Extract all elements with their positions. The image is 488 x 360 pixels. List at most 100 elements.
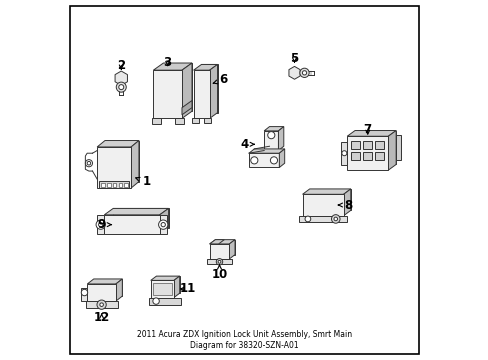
Polygon shape bbox=[248, 153, 279, 167]
Polygon shape bbox=[193, 70, 209, 118]
Polygon shape bbox=[85, 301, 118, 308]
Polygon shape bbox=[302, 189, 350, 194]
Circle shape bbox=[218, 260, 221, 263]
Polygon shape bbox=[152, 283, 172, 296]
Polygon shape bbox=[346, 131, 395, 136]
Polygon shape bbox=[87, 284, 116, 301]
Text: 8: 8 bbox=[338, 198, 351, 212]
Polygon shape bbox=[387, 131, 395, 170]
Polygon shape bbox=[97, 147, 131, 188]
Polygon shape bbox=[302, 194, 343, 216]
Polygon shape bbox=[288, 66, 300, 79]
Polygon shape bbox=[278, 127, 283, 150]
Text: 4: 4 bbox=[240, 138, 254, 151]
Polygon shape bbox=[346, 136, 387, 170]
Polygon shape bbox=[163, 63, 192, 111]
Text: 9: 9 bbox=[97, 218, 111, 231]
Polygon shape bbox=[209, 244, 229, 259]
Polygon shape bbox=[248, 149, 284, 153]
Polygon shape bbox=[351, 153, 359, 160]
Text: 2011 Acura ZDX Ignition Lock Unit Assembly, Smrt Main
Diagram for 38320-SZN-A01: 2011 Acura ZDX Ignition Lock Unit Assemb… bbox=[137, 330, 351, 350]
Polygon shape bbox=[118, 183, 122, 187]
Circle shape bbox=[216, 258, 222, 265]
Polygon shape bbox=[113, 183, 116, 187]
Circle shape bbox=[333, 217, 337, 221]
Polygon shape bbox=[343, 189, 350, 216]
Polygon shape bbox=[105, 140, 139, 181]
Polygon shape bbox=[174, 276, 179, 297]
Text: 3: 3 bbox=[163, 55, 171, 69]
Text: 1: 1 bbox=[136, 175, 150, 188]
Polygon shape bbox=[160, 208, 168, 234]
Polygon shape bbox=[149, 297, 181, 305]
Circle shape bbox=[81, 289, 87, 296]
Polygon shape bbox=[94, 279, 122, 296]
Circle shape bbox=[267, 132, 274, 139]
Circle shape bbox=[331, 215, 339, 223]
Polygon shape bbox=[104, 215, 160, 234]
Polygon shape bbox=[81, 288, 87, 301]
Polygon shape bbox=[209, 240, 235, 244]
Circle shape bbox=[158, 220, 167, 229]
Polygon shape bbox=[340, 141, 346, 165]
Polygon shape bbox=[131, 140, 139, 188]
Polygon shape bbox=[151, 118, 160, 124]
Polygon shape bbox=[363, 153, 371, 160]
Text: 7: 7 bbox=[363, 123, 371, 136]
Polygon shape bbox=[209, 240, 224, 244]
Polygon shape bbox=[206, 259, 232, 264]
Polygon shape bbox=[97, 215, 104, 234]
Polygon shape bbox=[153, 63, 192, 70]
Polygon shape bbox=[309, 189, 350, 210]
Polygon shape bbox=[107, 183, 110, 187]
Circle shape bbox=[299, 68, 308, 77]
Polygon shape bbox=[354, 131, 395, 165]
Polygon shape bbox=[264, 127, 283, 131]
Polygon shape bbox=[124, 183, 127, 187]
Text: 5: 5 bbox=[290, 52, 298, 65]
Polygon shape bbox=[209, 64, 217, 118]
Circle shape bbox=[153, 298, 159, 304]
Circle shape bbox=[250, 157, 257, 164]
Polygon shape bbox=[363, 141, 371, 149]
Polygon shape bbox=[182, 100, 192, 115]
Polygon shape bbox=[175, 118, 183, 124]
Circle shape bbox=[116, 82, 126, 92]
Polygon shape bbox=[116, 279, 122, 301]
Polygon shape bbox=[264, 131, 278, 150]
Circle shape bbox=[161, 222, 165, 227]
Polygon shape bbox=[150, 276, 179, 280]
Circle shape bbox=[302, 71, 306, 75]
Polygon shape bbox=[104, 208, 168, 215]
Text: 10: 10 bbox=[211, 265, 227, 281]
Polygon shape bbox=[215, 240, 235, 255]
Circle shape bbox=[87, 161, 91, 165]
Polygon shape bbox=[182, 63, 192, 118]
Circle shape bbox=[341, 151, 346, 156]
Circle shape bbox=[96, 220, 105, 229]
Polygon shape bbox=[113, 208, 168, 228]
Polygon shape bbox=[99, 181, 129, 188]
Polygon shape bbox=[298, 216, 346, 222]
Polygon shape bbox=[229, 240, 235, 259]
Polygon shape bbox=[153, 70, 182, 118]
Polygon shape bbox=[191, 118, 199, 123]
Polygon shape bbox=[97, 140, 139, 147]
Polygon shape bbox=[156, 276, 179, 293]
Text: 12: 12 bbox=[93, 311, 109, 324]
Polygon shape bbox=[193, 64, 217, 70]
Circle shape bbox=[99, 222, 102, 227]
Polygon shape bbox=[279, 149, 284, 167]
Polygon shape bbox=[351, 141, 359, 149]
Polygon shape bbox=[203, 118, 211, 123]
Polygon shape bbox=[150, 280, 174, 297]
Text: 11: 11 bbox=[179, 283, 195, 296]
Polygon shape bbox=[87, 279, 122, 284]
Circle shape bbox=[270, 157, 277, 164]
Polygon shape bbox=[101, 183, 105, 187]
Polygon shape bbox=[115, 71, 127, 85]
Circle shape bbox=[97, 300, 106, 309]
Text: 6: 6 bbox=[213, 73, 227, 86]
Polygon shape bbox=[201, 64, 217, 113]
Polygon shape bbox=[395, 135, 401, 160]
